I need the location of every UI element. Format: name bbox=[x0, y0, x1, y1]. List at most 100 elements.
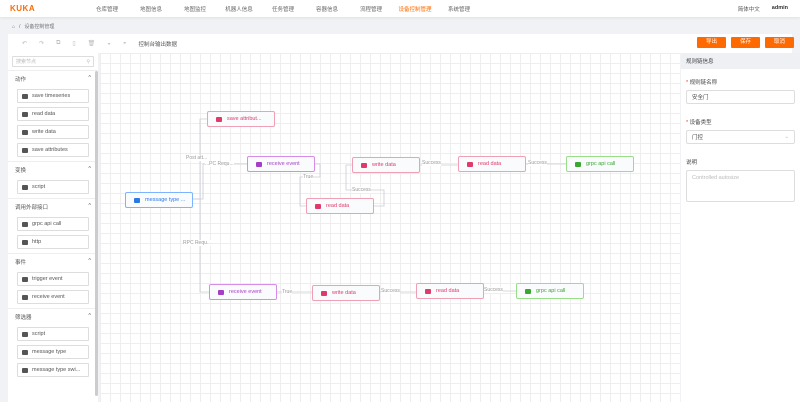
flow-canvas[interactable]: save attribut... receive event write data r… bbox=[100, 53, 680, 402]
palette-node[interactable]: grpc api call bbox=[17, 217, 89, 231]
device-type-select[interactable]: 门控 ⌄ bbox=[686, 130, 795, 144]
palette-node[interactable]: save timeseries bbox=[17, 89, 89, 103]
flow-node[interactable]: message type ... bbox=[125, 192, 193, 208]
nav-item[interactable]: 流程管理 bbox=[359, 6, 382, 13]
database-icon bbox=[425, 288, 431, 294]
export-button[interactable]: 导出 bbox=[697, 37, 726, 48]
palette-node[interactable]: receive event bbox=[17, 290, 89, 304]
filter-icon bbox=[22, 331, 28, 337]
database-icon bbox=[22, 129, 28, 135]
nav-item[interactable]: 任务管理 bbox=[271, 6, 294, 13]
palette-section-header[interactable]: 事件 ^ bbox=[8, 253, 98, 270]
nav-item[interactable]: 机器人信息 bbox=[225, 6, 253, 13]
flow-node[interactable]: read data bbox=[458, 156, 526, 172]
edges bbox=[193, 118, 566, 293]
database-icon bbox=[216, 116, 222, 122]
flow-node[interactable]: grpc api call bbox=[516, 283, 584, 299]
flow-node[interactable]: grpc api call bbox=[566, 156, 634, 172]
edge-label: Success bbox=[484, 287, 503, 293]
edge-label: True bbox=[282, 289, 293, 295]
palette-node[interactable]: script bbox=[17, 327, 89, 341]
home-icon[interactable]: ⌂ bbox=[12, 23, 16, 30]
palette-node[interactable]: write data bbox=[17, 125, 89, 139]
chevron-up-icon: ^ bbox=[88, 313, 91, 319]
palette-node[interactable]: trigger event bbox=[17, 272, 89, 286]
node-search-input[interactable]: 搜索节点 ⚲ bbox=[12, 56, 94, 67]
paste-icon[interactable]: ▯ bbox=[72, 41, 76, 47]
zoom-out-icon[interactable]: ◒ bbox=[107, 40, 111, 47]
logo: KUKA bbox=[10, 4, 36, 13]
edge-label: True bbox=[303, 174, 314, 180]
toolbar: ↶ ↷ ⧉ ▯ 🗑 ◒ ◓ 控制台输出数据 bbox=[8, 34, 792, 53]
database-icon bbox=[22, 111, 28, 117]
console-output-button[interactable]: 控制台输出数据 bbox=[138, 41, 178, 48]
nav-item[interactable]: 系统管理 bbox=[447, 6, 470, 13]
event-icon bbox=[218, 289, 224, 295]
flow-node[interactable]: read data bbox=[306, 198, 374, 214]
database-icon bbox=[361, 162, 367, 168]
chevron-down-icon: ⌄ bbox=[784, 134, 789, 140]
chevron-up-icon: ^ bbox=[88, 166, 91, 172]
flow-node[interactable]: write data bbox=[352, 157, 420, 173]
palette-node[interactable]: read data bbox=[17, 107, 89, 121]
delete-icon[interactable]: 🗑 bbox=[87, 41, 96, 47]
palette-node[interactable]: message type swi... bbox=[17, 363, 89, 377]
top-header: KUKA 仓库管理 地图信息 地图监控 机器人信息 任务管理 容器信息 流程管理 设备控制管理… bbox=[0, 0, 800, 17]
database-icon bbox=[315, 203, 321, 209]
flow-node[interactable]: receive event bbox=[247, 156, 315, 172]
event-icon bbox=[256, 161, 262, 167]
edge-label: Success bbox=[352, 187, 371, 193]
palette-section-header[interactable]: 筛选器 ^ bbox=[8, 308, 98, 325]
nav-item[interactable]: 地图监控 bbox=[183, 6, 206, 13]
edge-label: ...PC Requ... bbox=[205, 161, 234, 167]
edge-label: Success bbox=[381, 288, 400, 294]
zoom-in-icon[interactable]: ◓ bbox=[122, 40, 127, 47]
copy-icon[interactable]: ⧉ bbox=[56, 40, 61, 46]
nav-item[interactable]: 地图信息 bbox=[139, 6, 162, 13]
redo-icon[interactable]: ↷ bbox=[39, 41, 45, 47]
nav-item[interactable]: 设备控制管理 bbox=[398, 6, 432, 13]
user-menu[interactable]: admin bbox=[771, 4, 788, 11]
database-icon bbox=[22, 93, 28, 99]
breadcrumb-current: 设备控制管理 bbox=[24, 24, 55, 30]
flow-node[interactable]: read data bbox=[416, 283, 484, 299]
database-icon bbox=[321, 290, 327, 296]
flow-node[interactable]: save attribut... bbox=[207, 111, 275, 127]
plug-icon bbox=[22, 221, 28, 227]
edge-label: Success bbox=[528, 160, 547, 166]
scrollbar[interactable] bbox=[95, 71, 98, 396]
chevron-up-icon: ^ bbox=[88, 258, 91, 264]
event-icon bbox=[22, 294, 28, 300]
palette-section-header[interactable]: 变换 ^ bbox=[8, 161, 98, 178]
flow-node[interactable]: receive event bbox=[209, 284, 277, 300]
palette-node[interactable]: script bbox=[17, 180, 89, 194]
rule-chain-panel: 规则链信息 * 规则链名称 安全门 * 设备类型 门控 ⌄ 说明 Controll… bbox=[681, 53, 800, 402]
undo-icon[interactable]: ↶ bbox=[22, 41, 28, 47]
filter-icon bbox=[22, 349, 28, 355]
description-textarea[interactable]: Controlled autosize bbox=[686, 170, 795, 202]
rule-chain-name-input[interactable]: 安全门 bbox=[686, 90, 795, 104]
palette-section-header[interactable]: 动作 ^ bbox=[8, 70, 98, 87]
palette-node[interactable]: http bbox=[17, 235, 89, 249]
palette-node[interactable]: save attributes bbox=[17, 143, 89, 157]
breadcrumb: ⌂ / 设备控制管理 bbox=[12, 23, 55, 31]
panel-title: 规则链信息 bbox=[681, 53, 800, 69]
database-icon bbox=[22, 147, 28, 153]
language-selector[interactable]: 简体中文 bbox=[737, 6, 760, 13]
filter-icon bbox=[22, 367, 28, 373]
palette-node[interactable]: message type bbox=[17, 345, 89, 359]
nav-item[interactable]: 容器信息 bbox=[315, 6, 338, 13]
flow-node[interactable]: write data bbox=[312, 285, 380, 301]
plug-icon bbox=[575, 161, 581, 167]
plug-icon bbox=[525, 288, 531, 294]
chevron-up-icon: ^ bbox=[88, 75, 91, 81]
save-button[interactable]: 保存 bbox=[731, 37, 760, 48]
script-icon bbox=[22, 184, 28, 190]
edge-label: Success bbox=[422, 160, 441, 166]
cancel-button[interactable]: 取消 bbox=[765, 37, 794, 48]
chevron-up-icon: ^ bbox=[88, 203, 91, 209]
nav-item[interactable]: 仓库管理 bbox=[95, 6, 118, 13]
edge-label: Post att... bbox=[186, 155, 208, 161]
node-palette: 搜索节点 ⚲ 动作 ^ save timeseries read data write d… bbox=[8, 53, 98, 402]
palette-section-header[interactable]: 调用外部接口 ^ bbox=[8, 198, 98, 215]
